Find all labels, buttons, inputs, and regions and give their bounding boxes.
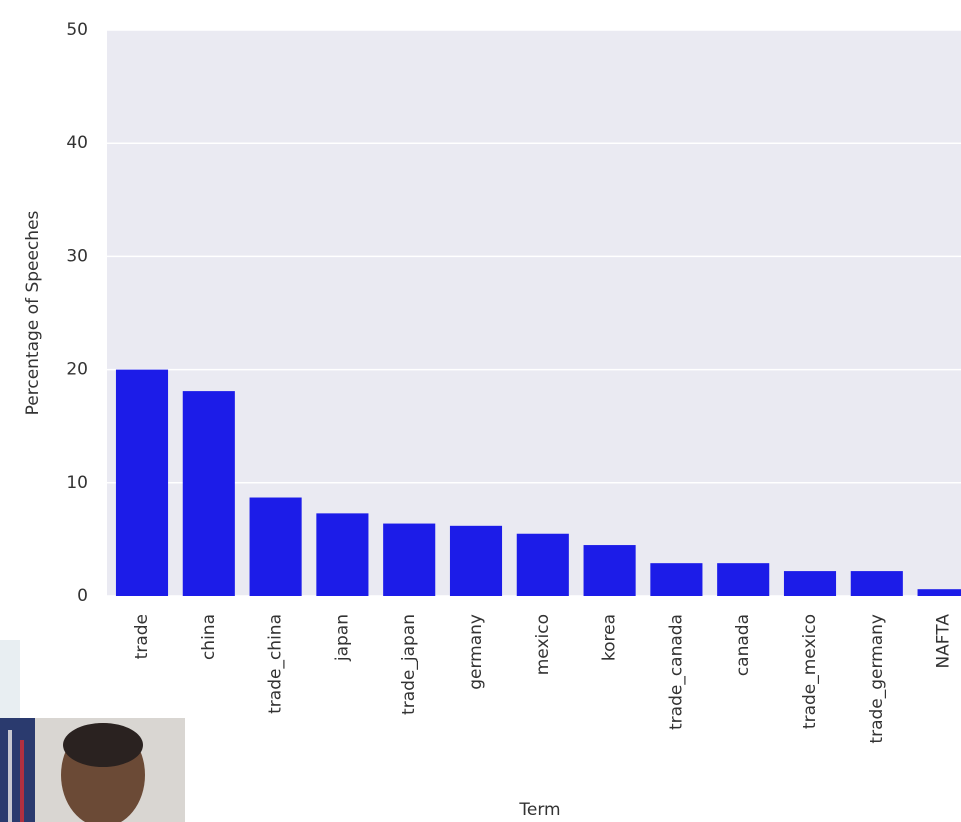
bar — [583, 545, 636, 596]
x-tick-label: mexico — [533, 614, 553, 675]
plot-background — [107, 30, 961, 596]
bar — [249, 497, 302, 596]
y-tick-label: 30 — [66, 246, 88, 266]
y-axis-label: Percentage of Speeches — [23, 210, 43, 415]
x-tick-label: korea — [600, 614, 620, 661]
bar — [650, 563, 703, 596]
y-tick-label: 20 — [66, 360, 88, 380]
x-tick-label: trade — [132, 614, 152, 659]
x-tick-label: trade_japan — [399, 614, 419, 715]
x-tick-label: trade_china — [266, 614, 286, 714]
y-tick-label: 10 — [66, 473, 88, 493]
x-tick-label: germany — [466, 614, 486, 690]
bar — [783, 571, 837, 596]
bar — [917, 589, 961, 596]
x-tick-label: china — [199, 614, 219, 660]
y-tick-label: 50 — [66, 20, 88, 40]
bar — [850, 571, 903, 596]
bar — [182, 391, 235, 596]
y-tick-label: 0 — [77, 586, 88, 606]
x-tick-label: canada — [733, 614, 753, 676]
x-axis-label: Term — [518, 800, 560, 820]
x-tick-label: trade_germany — [867, 614, 887, 744]
portrait-photo — [0, 640, 185, 822]
bar — [449, 525, 503, 596]
x-tick-label: japan — [332, 614, 352, 662]
bar — [516, 533, 569, 596]
bar — [115, 369, 169, 596]
x-tick-label: trade_mexico — [800, 614, 820, 729]
bar — [383, 523, 436, 596]
bar — [316, 513, 369, 596]
x-tick-label: trade_canada — [666, 614, 686, 730]
bar — [717, 563, 770, 596]
y-tick-label: 40 — [66, 133, 88, 153]
x-tick-label: NAFTA — [934, 614, 954, 669]
